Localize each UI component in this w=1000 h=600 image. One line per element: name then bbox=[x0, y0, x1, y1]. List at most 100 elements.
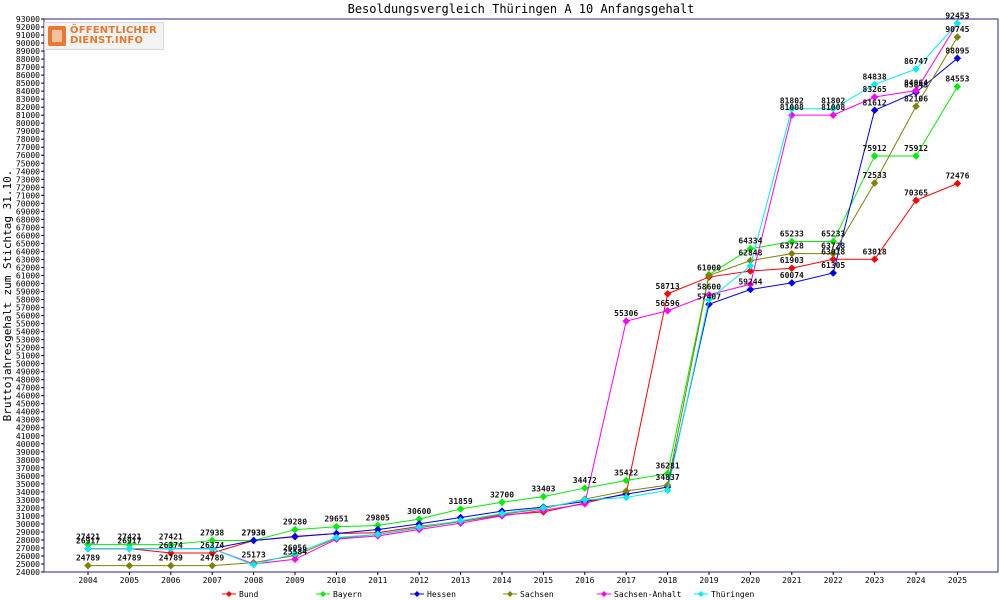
data-label-bayern: 35422 bbox=[614, 468, 638, 477]
data-label-sachsen: 62848 bbox=[738, 249, 762, 258]
y-tick-label: 84000 bbox=[16, 87, 40, 96]
y-tick-label: 55000 bbox=[16, 320, 40, 329]
data-point-sachsen bbox=[953, 33, 962, 41]
data-label-sachsen: 63728 bbox=[821, 242, 845, 251]
y-tick-label: 69000 bbox=[16, 207, 40, 216]
y-tick-label: 73000 bbox=[16, 175, 40, 184]
data-label-bayern: 27938 bbox=[242, 528, 266, 537]
y-tick-label: 79000 bbox=[16, 127, 40, 136]
x-tick-label: 2020 bbox=[741, 576, 760, 585]
data-point-bayern bbox=[539, 492, 548, 501]
x-tick-label: 2014 bbox=[492, 576, 511, 585]
data-point-sachsen bbox=[829, 249, 838, 258]
data-point-hessen bbox=[787, 279, 796, 287]
data-point-bayern bbox=[829, 237, 838, 246]
data-label-sachsen: 24789 bbox=[159, 554, 183, 563]
data-label-bayern: 33403 bbox=[531, 485, 555, 494]
y-tick-label: 36000 bbox=[16, 472, 40, 481]
y-tick-label: 76000 bbox=[16, 151, 40, 160]
data-point-sachsen-anhalt bbox=[746, 280, 755, 289]
data-point-th-ringen bbox=[332, 533, 341, 542]
y-tick-label: 58000 bbox=[16, 296, 40, 305]
data-point-th-ringen bbox=[870, 80, 879, 89]
data-label-bayern: 32700 bbox=[490, 490, 514, 499]
x-tick-label: 2018 bbox=[658, 576, 677, 585]
data-label-hessen: 61305 bbox=[821, 261, 845, 270]
y-tick-label: 90000 bbox=[16, 39, 40, 48]
data-label-sachsen: 63728 bbox=[780, 242, 804, 251]
data-label-hessen: 83845 bbox=[904, 80, 928, 89]
y-tick-label: 57000 bbox=[16, 304, 40, 313]
data-label-bund: 27930 bbox=[242, 529, 266, 538]
x-tick-label: 2016 bbox=[575, 576, 594, 585]
data-label-bund: 63018 bbox=[863, 247, 887, 256]
legend-entry-bund: Bund bbox=[239, 590, 258, 599]
y-tick-label: 47000 bbox=[16, 384, 40, 393]
x-tick-label: 2021 bbox=[782, 576, 801, 585]
data-point-bayern bbox=[291, 525, 299, 534]
data-label-bayern: 27421 bbox=[159, 533, 183, 542]
data-label-bayern: 75912 bbox=[863, 144, 887, 153]
y-tick-label: 27000 bbox=[16, 544, 40, 553]
data-label-bayern: 65233 bbox=[821, 230, 845, 239]
x-tick-label: 2015 bbox=[534, 576, 553, 585]
data-label-sachsen: 90745 bbox=[945, 25, 969, 34]
data-label-bayern: 36281 bbox=[656, 462, 680, 471]
data-point-th-ringen bbox=[912, 65, 920, 73]
legend-entry-hessen: Hessen bbox=[427, 590, 456, 599]
x-tick-label: 2025 bbox=[948, 576, 967, 585]
data-point-bund bbox=[829, 255, 838, 264]
data-point-sachsen-anhalt bbox=[663, 306, 672, 315]
data-label-bund: 26917 bbox=[76, 537, 100, 546]
y-tick-label: 38000 bbox=[16, 456, 40, 465]
y-tick-label: 39000 bbox=[16, 448, 40, 457]
data-point-sachsen bbox=[705, 271, 713, 280]
data-point-sachsen-anhalt bbox=[622, 317, 631, 325]
data-point-hessen bbox=[746, 285, 755, 294]
y-tick-label: 56000 bbox=[16, 312, 40, 321]
data-point-th-ringen bbox=[208, 544, 217, 553]
data-label-hessen: 88095 bbox=[945, 46, 969, 55]
x-tick-label: 2005 bbox=[120, 576, 139, 585]
data-label-hessen: 57407 bbox=[697, 292, 721, 301]
y-tick-label: 29000 bbox=[16, 528, 40, 537]
data-label-bund: 63018 bbox=[821, 247, 845, 256]
y-tick-label: 62000 bbox=[16, 263, 40, 272]
y-tick-label: 66000 bbox=[16, 231, 40, 240]
y-tick-label: 52000 bbox=[16, 344, 40, 353]
y-axis-label: Bruttojahresgehalt zum Stichtag 31.10. bbox=[1, 170, 14, 422]
data-label-bayern: 84553 bbox=[945, 75, 969, 84]
data-label-bund: 26917 bbox=[117, 537, 141, 546]
data-point-th-ringen bbox=[415, 523, 424, 531]
site-logo: ÖFFENTLICHER DIENST.INFO bbox=[44, 22, 164, 50]
data-label-bund: 61903 bbox=[780, 256, 804, 265]
y-tick-label: 93000 bbox=[16, 15, 40, 24]
y-tick-label: 71000 bbox=[16, 191, 40, 200]
data-label-bayern: 29280 bbox=[283, 518, 307, 527]
data-point-hessen bbox=[249, 536, 258, 545]
data-label-bund: 70365 bbox=[904, 188, 928, 197]
series-line-th-ringen bbox=[88, 23, 958, 566]
series-line-bayern bbox=[88, 86, 958, 546]
data-point-bayern bbox=[787, 237, 796, 246]
data-point-th-ringen bbox=[787, 104, 796, 113]
data-point-sachsen bbox=[787, 249, 796, 258]
data-label-sachsen-anhalt: 58600 bbox=[697, 283, 721, 292]
x-tick-label: 2006 bbox=[161, 576, 180, 585]
x-tick-label: 2013 bbox=[451, 576, 470, 585]
y-tick-label: 88000 bbox=[16, 55, 40, 64]
data-label-hessen: 59244 bbox=[738, 278, 762, 287]
y-tick-label: 92000 bbox=[16, 23, 40, 32]
data-label-sachsen: 24789 bbox=[117, 554, 141, 563]
data-label-bayern: 27421 bbox=[117, 533, 141, 542]
data-label-th-ringen: 84838 bbox=[863, 72, 887, 81]
data-label-bund: 72476 bbox=[945, 171, 969, 180]
y-tick-label: 48000 bbox=[16, 376, 40, 385]
data-point-th-ringen bbox=[125, 544, 134, 553]
logo-mark-icon bbox=[48, 26, 66, 46]
y-tick-label: 33000 bbox=[16, 496, 40, 505]
data-point-sachsen-anhalt bbox=[291, 555, 299, 564]
y-tick-label: 70000 bbox=[16, 199, 40, 208]
plot-frame bbox=[43, 18, 999, 573]
data-point-bayern bbox=[456, 505, 465, 513]
